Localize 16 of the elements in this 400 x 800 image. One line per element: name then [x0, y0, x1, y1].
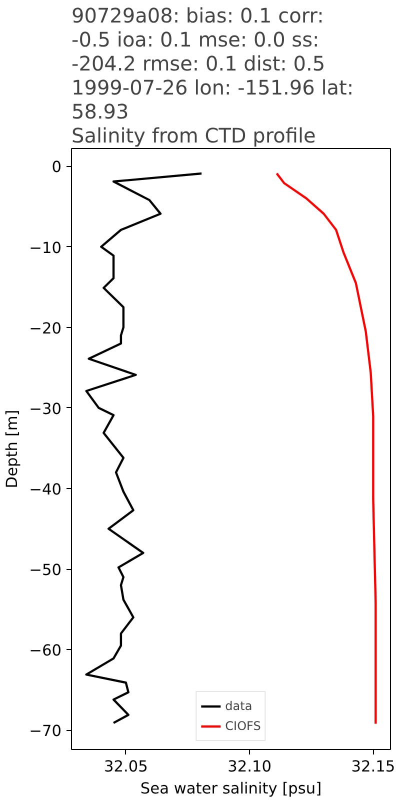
x-axis-title: Sea water salinity [psu] [140, 780, 322, 798]
y-tick-label: −50 [29, 561, 62, 580]
y-tick-label: −40 [29, 480, 62, 498]
x-tick-label: 32.05 [104, 758, 148, 776]
legend-label: CIOFS [225, 719, 261, 733]
x-tick-label: 32.15 [351, 758, 396, 776]
y-tick-label: −60 [29, 642, 62, 660]
y-axis-title: Depth [m] [3, 410, 22, 488]
x-tick-label: 32.10 [228, 758, 272, 776]
chart-title: 90729a08: bias: 0.1 corr: -0.5 ioa: 0.1 mse: 0.0 ss: -204.2 rmse: 0.1 dist: 0.5 1999-07-26 lon: -151.96 lat: 58.93 Salinity from CTD profile [72, 4, 354, 148]
y-tick-label: −20 [29, 319, 62, 338]
y-tick-label: −10 [29, 238, 62, 257]
y-tick-label: −30 [29, 400, 62, 418]
y-tick-label: 0 [52, 158, 62, 176]
legend-label: data [225, 699, 252, 713]
y-tick-label: −70 [29, 722, 62, 740]
